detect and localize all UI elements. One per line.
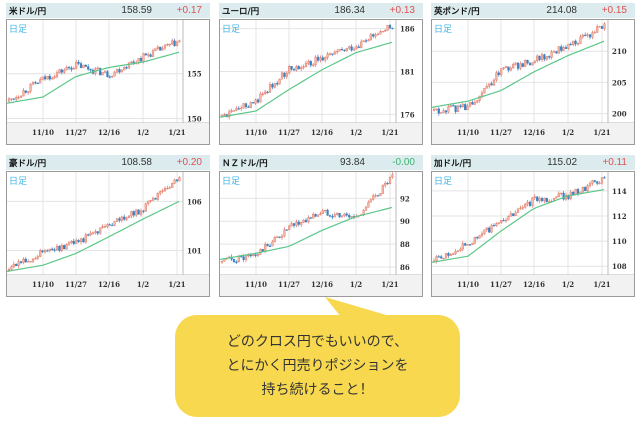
y-tick: 150 (187, 115, 202, 124)
x-tick: 11/10 (32, 280, 54, 289)
period-label: 日足 (9, 25, 28, 35)
x-tick: 12/16 (523, 128, 545, 137)
y-tick: 101 (187, 246, 202, 255)
period-label: 日足 (222, 177, 241, 187)
callout-bubble: どのクロス円でもいいので、 とにかく円売りポジションを 持ち続けること！ (175, 315, 460, 417)
y-tick: 106 (187, 197, 202, 206)
period-label: 日足 (9, 177, 28, 187)
y-tick: 86 (400, 263, 410, 272)
x-tick: 11/27 (278, 128, 300, 137)
x-tick: 1/21 (168, 128, 185, 137)
x-tick: 1/2 (137, 128, 149, 137)
x-tick: 11/10 (457, 128, 479, 137)
x-tick: 1/2 (562, 280, 574, 289)
period-label: 日足 (222, 25, 241, 35)
x-tick: 11/10 (245, 280, 267, 289)
chart-panel[interactable]: 豪ドル/円 108.58 +0.20 106 101 11/10 11/27 12/16… (6, 155, 210, 297)
price: 186.34 (334, 5, 365, 16)
y-tick: 186 (400, 25, 415, 34)
y-tick: 92 (400, 194, 410, 203)
x-tick: 11/27 (490, 128, 512, 137)
y-tick: 90 (400, 217, 410, 226)
x-tick: 11/27 (65, 280, 87, 289)
x-tick: 11/10 (245, 128, 267, 137)
x-tick: 1/21 (381, 128, 398, 137)
callout-line-3: 持ち続けること！ (261, 382, 374, 398)
x-tick: 11/10 (32, 128, 54, 137)
pair-name: ＮＺドル/円 (222, 158, 268, 169)
change: +0.13 (389, 5, 415, 16)
pair-name: 豪ドル/円 (9, 158, 47, 169)
y-tick: 108 (612, 262, 627, 271)
x-tick: 1/21 (381, 280, 398, 289)
y-tick: 181 (400, 68, 415, 77)
x-tick: 11/10 (457, 280, 479, 289)
price: 158.59 (121, 5, 152, 16)
x-tick: 12/16 (311, 280, 333, 289)
change: +0.20 (176, 157, 202, 168)
y-tick: 114 (612, 187, 627, 196)
price-chart[interactable]: 186 181 176 11/10 11/27 12/16 1/2 1/21 日足 (219, 19, 423, 145)
price-chart[interactable]: 114 112 110 108 11/10 11/27 12/16 1/2 1/21 日足 (431, 171, 635, 297)
y-tick: 155 (187, 70, 202, 79)
y-tick: 210 (612, 47, 627, 56)
change: +0.17 (176, 5, 202, 16)
price-chart[interactable]: 210 205 200 11/10 11/27 12/16 1/2 1/21 日足 (431, 19, 635, 145)
y-tick: 200 (612, 110, 627, 119)
y-tick: 205 (612, 78, 627, 87)
pair-name: 米ドル/円 (9, 6, 47, 17)
change: +0.15 (601, 5, 627, 16)
y-tick: 176 (400, 110, 415, 119)
chart-panel[interactable]: 米ドル/円 158.59 +0.17 155 150 11/10 11/27 12/16… (6, 3, 210, 145)
price: 108.58 (121, 157, 152, 168)
chart-panel[interactable]: ユーロ/円 186.34 +0.13 186 181 176 11/10 11/27 12… (219, 3, 423, 145)
panel-header: 加ドル/円 115.02 +0.11 (431, 155, 635, 170)
y-tick: 88 (400, 240, 410, 249)
panel-header: ＮＺドル/円 93.84 -0.00 (219, 155, 423, 170)
pair-name: ユーロ/円 (222, 6, 260, 17)
panel-header: 豪ドル/円 108.58 +0.20 (6, 155, 210, 170)
pair-name: 加ドル/円 (434, 158, 472, 169)
x-tick: 12/16 (523, 280, 545, 289)
chart-panel[interactable]: ＮＺドル/円 93.84 -0.00 92 90 88 86 11/10 11/27 12/… (219, 155, 423, 297)
x-tick: 1/21 (593, 280, 610, 289)
price: 93.84 (339, 157, 365, 168)
pair-name: 英ポンド/円 (434, 6, 480, 17)
chart-panel[interactable]: 加ドル/円 115.02 +0.11 114 112 110 108 11/10 11/2… (431, 155, 635, 297)
y-tick: 110 (612, 237, 627, 246)
x-tick: 11/27 (65, 128, 87, 137)
price-chart[interactable]: 155 150 11/10 11/27 12/16 1/2 1/21 日足 (6, 19, 210, 145)
callout-line-2: とにかく円売りポジションを (226, 358, 409, 374)
change: +0.11 (602, 157, 627, 168)
price: 214.08 (546, 5, 577, 16)
x-tick: 12/16 (98, 128, 120, 137)
chart-panel[interactable]: 英ポンド/円 214.08 +0.15 210 205 200 11/10 11/27 1… (431, 3, 635, 145)
x-tick: 11/27 (490, 280, 512, 289)
x-tick: 12/16 (311, 128, 333, 137)
x-tick: 1/2 (137, 280, 149, 289)
x-tick: 1/2 (350, 128, 362, 137)
x-tick: 1/2 (562, 128, 574, 137)
change: -0.00 (392, 157, 415, 168)
panel-header: 英ポンド/円 214.08 +0.15 (431, 3, 635, 18)
price-chart[interactable]: 106 101 11/10 11/27 12/16 1/2 1/21 日足 (6, 171, 210, 297)
price: 115.02 (547, 157, 577, 168)
x-tick: 1/2 (350, 280, 362, 289)
price-chart[interactable]: 92 90 88 86 11/10 11/27 12/16 1/2 1/21 日足 (219, 171, 423, 297)
panel-header: 米ドル/円 158.59 +0.17 (6, 3, 210, 18)
x-tick: 12/16 (98, 280, 120, 289)
period-label: 日足 (434, 25, 453, 35)
panel-header: ユーロ/円 186.34 +0.13 (219, 3, 423, 18)
x-tick: 1/21 (168, 280, 185, 289)
x-tick: 11/27 (278, 280, 300, 289)
callout-line-1: どのクロス円でもいいので、 (226, 334, 409, 350)
period-label: 日足 (434, 177, 453, 187)
x-tick: 1/21 (593, 128, 610, 137)
y-tick: 112 (612, 212, 627, 221)
